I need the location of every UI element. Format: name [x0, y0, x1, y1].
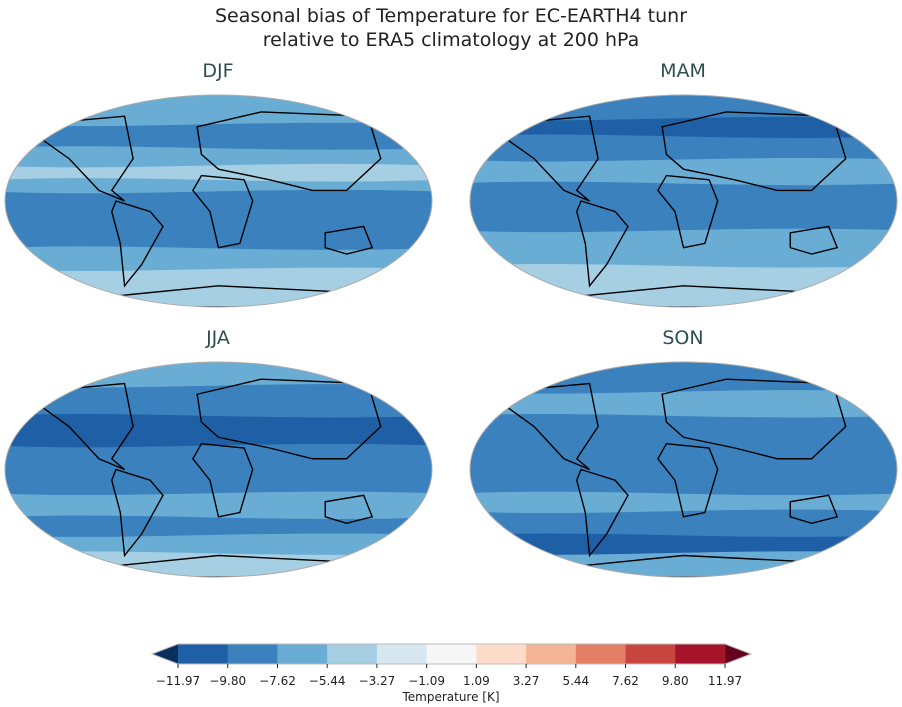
coastline [324, 494, 374, 524]
coastline [576, 200, 629, 288]
bias-band [5, 414, 432, 448]
colorbar-tick-label: 11.97 [707, 674, 743, 688]
panel-title-son: SON [662, 327, 704, 349]
colorbar-tick-label: 5.44 [562, 674, 590, 688]
colorbar-tick-label: −9.80 [209, 674, 247, 688]
colorbar-bin [327, 644, 378, 664]
colorbar-bin [277, 644, 328, 664]
bias-band [470, 491, 897, 514]
coastline [657, 442, 719, 518]
colorbar-under-arrow [152, 644, 178, 664]
bias-band [470, 533, 897, 556]
map-panel-djf [4, 94, 433, 308]
coastline [502, 382, 599, 471]
bias-band [5, 122, 432, 150]
panel-title-jja: JJA [206, 327, 230, 349]
bias-band [5, 384, 432, 418]
coastline [196, 378, 382, 460]
bias-band [5, 491, 432, 520]
colorbar-bin [227, 644, 278, 664]
colorbar-bin [178, 644, 229, 664]
colorbar-tick-label: −11.97 [155, 674, 201, 688]
coastline [576, 468, 629, 558]
bias-band [470, 181, 897, 233]
colorbar-bin [575, 644, 627, 664]
map-border [4, 94, 433, 308]
map-panel-mam [469, 94, 898, 308]
bias-band [5, 443, 432, 466]
bias-band [470, 95, 897, 121]
bias-band [470, 443, 897, 496]
figure-title-line-2: relative to ERA5 climatology at 200 hPa [262, 29, 640, 51]
colorbar-tick-label: 9.80 [661, 674, 689, 688]
colorbar-tick-label: 3.27 [512, 674, 540, 688]
coastline [502, 115, 599, 202]
bias-band [5, 267, 432, 307]
bias-band [470, 509, 897, 538]
bias-band [5, 461, 432, 496]
bias-band [470, 134, 897, 162]
bias-band [5, 533, 432, 556]
colorbar [150, 643, 753, 668]
bias-band [5, 515, 432, 538]
coastline [192, 174, 254, 249]
bias-band [470, 362, 897, 394]
colorbar-bin [376, 644, 428, 664]
bias-band [5, 362, 432, 388]
colorbar-bin [426, 644, 477, 664]
colorbar-tick-label: −5.44 [308, 674, 346, 688]
bias-band [5, 146, 432, 168]
coastline [37, 115, 134, 202]
coastline [661, 111, 847, 192]
map-border [469, 94, 898, 308]
bias-band [5, 246, 432, 272]
bias-band [5, 189, 432, 251]
colorbar-tick-label: 1.09 [463, 674, 490, 688]
bias-band [470, 390, 897, 418]
coastline [661, 378, 847, 460]
panel-title-mam: MAM [660, 60, 706, 82]
figure-title-line-1: Seasonal bias of Temperature for EC-EART… [214, 5, 688, 27]
colorbar-tick-label: −3.27 [358, 674, 396, 688]
bias-band [470, 116, 897, 139]
colorbar-over-arrow [725, 644, 751, 664]
coastline [192, 442, 254, 518]
coastline [196, 111, 382, 192]
colorbar-bin [476, 644, 527, 664]
bias-band [5, 163, 432, 182]
colorbar-bin [675, 644, 726, 664]
coastline [789, 494, 839, 524]
coastline [324, 225, 374, 255]
map-panel-son [469, 361, 898, 578]
coastline [657, 174, 719, 249]
coastline [789, 225, 839, 255]
panel-title-djf: DJF [202, 60, 234, 82]
colorbar-tick-label: 7.62 [612, 674, 639, 688]
coastline [111, 200, 164, 288]
colorbar-tick-label: −7.62 [259, 674, 296, 688]
colorbar-label: Temperature [K] [402, 690, 500, 704]
map-border [4, 361, 433, 578]
colorbar-bin [526, 644, 577, 664]
bias-band [470, 158, 897, 186]
coastline [111, 468, 164, 558]
map-panel-jja [4, 361, 433, 578]
colorbar-bin [625, 644, 676, 664]
bias-band [470, 414, 897, 448]
colorbar-tick-label: −1.09 [408, 674, 446, 688]
map-border [469, 361, 898, 578]
coastline [37, 382, 134, 471]
